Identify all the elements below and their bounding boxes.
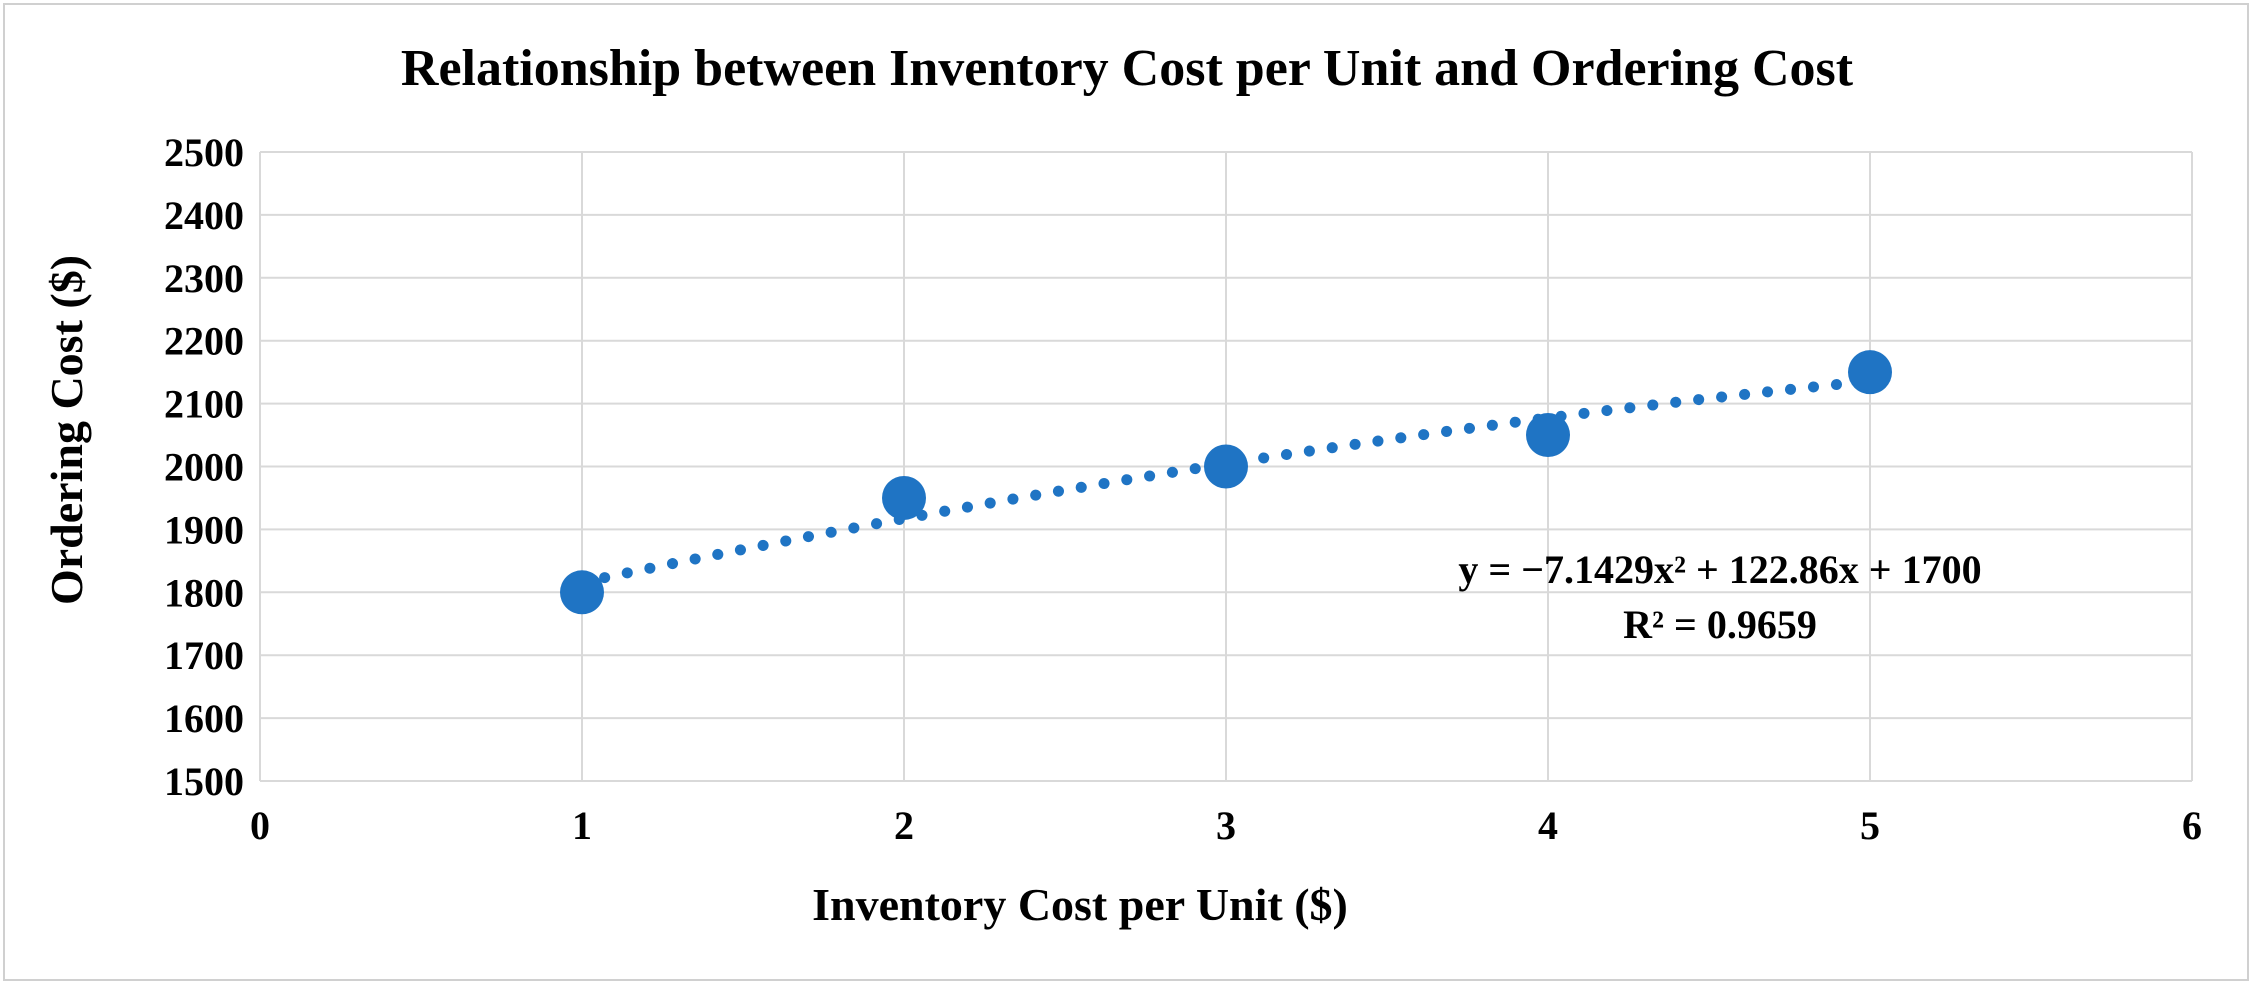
data-points-layer bbox=[560, 350, 1892, 615]
y-tick-label: 2300 bbox=[164, 256, 244, 301]
x-tick-label: 4 bbox=[1538, 803, 1558, 848]
y-tick-label: 1900 bbox=[164, 507, 244, 552]
trendline-layer bbox=[576, 375, 1876, 588]
gridlines bbox=[259, 151, 2193, 782]
y-tick-labels: 1500 1600 1700 1800 1900 2000 2100 2200 2300 2400… bbox=[164, 130, 244, 804]
chart-frame bbox=[3, 3, 2249, 981]
trendline bbox=[576, 375, 1876, 588]
data-point bbox=[1848, 350, 1892, 395]
y-tick-label: 1700 bbox=[164, 633, 244, 678]
data-point bbox=[1526, 413, 1570, 458]
y-tick-label: 1500 bbox=[164, 759, 244, 804]
data-point bbox=[560, 570, 604, 615]
y-tick-label: 2200 bbox=[164, 319, 244, 364]
x-tick-label: 6 bbox=[2182, 803, 2202, 848]
x-tick-labels: 0 1 2 3 4 5 6 bbox=[250, 803, 2202, 848]
y-tick-label: 2500 bbox=[164, 130, 244, 175]
y-tick-label: 2100 bbox=[164, 382, 244, 427]
y-tick-label: 1800 bbox=[164, 570, 244, 615]
x-tick-label: 5 bbox=[1860, 803, 1880, 848]
x-tick-label: 3 bbox=[1216, 803, 1236, 848]
chart-title: Relationship between Inventory Cost per … bbox=[401, 40, 1854, 97]
x-axis-label: Inventory Cost per Unit ($) bbox=[812, 879, 1348, 930]
y-axis-label: Ordering Cost ($) bbox=[41, 255, 92, 605]
y-tick-label: 2400 bbox=[164, 193, 244, 238]
x-tick-label: 1 bbox=[572, 803, 592, 848]
x-tick-label: 2 bbox=[894, 803, 914, 848]
data-point bbox=[882, 475, 926, 520]
y-tick-label: 1600 bbox=[164, 696, 244, 741]
y-tick-label: 2000 bbox=[164, 445, 244, 490]
data-point bbox=[1204, 444, 1248, 489]
trendline-equation: y = −7.1429x² + 122.86x + 1700 bbox=[1458, 547, 1981, 592]
r-squared-label: R² = 0.9659 bbox=[1623, 602, 1817, 647]
x-tick-label: 0 bbox=[250, 803, 270, 848]
